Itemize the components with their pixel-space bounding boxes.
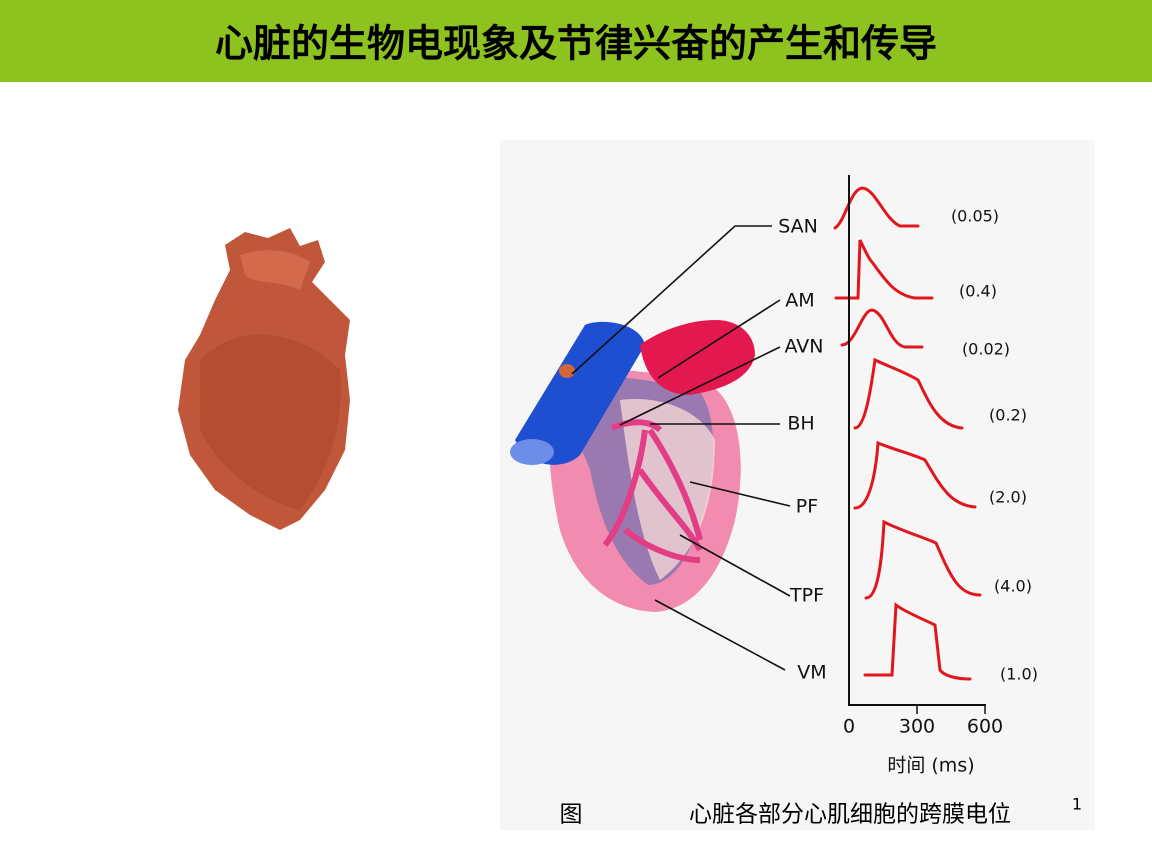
- pointer-line: [657, 299, 781, 379]
- slide-title: 心脏的生物电现象及节律兴奋的产生和传导: [215, 22, 937, 66]
- duration-label: (0.2): [989, 406, 1027, 425]
- pointer-line: [689, 481, 791, 507]
- heart-photo: [178, 228, 350, 530]
- tick-label: 0: [843, 716, 855, 738]
- pointer-line: [654, 599, 786, 671]
- waveform: [853, 357, 964, 430]
- vena-cava: [515, 321, 645, 465]
- waveform: [853, 440, 977, 510]
- sa-node: [559, 364, 575, 378]
- waveform: [840, 308, 924, 349]
- pointer-lines: [571, 225, 791, 671]
- duration-label: (0.4): [959, 282, 997, 301]
- heart-shade: [200, 334, 341, 510]
- duration-label: (0.05): [951, 207, 999, 226]
- duration-label: (1.0): [1000, 665, 1038, 684]
- page-number: 1: [1072, 795, 1082, 814]
- tick-label: 300: [899, 716, 935, 738]
- waveform: [863, 602, 972, 681]
- cell-label: AM: [785, 290, 814, 312]
- cell-label: AVN: [785, 336, 824, 358]
- waveforms: [833, 186, 982, 681]
- waveform: [834, 239, 934, 300]
- cell-label: SAN: [778, 216, 818, 238]
- cell-label: VM: [797, 662, 826, 684]
- conduction-system: [602, 419, 703, 563]
- waveform: [864, 519, 982, 600]
- vessel-opening: [510, 439, 554, 465]
- axis-label: 时间 (ms): [887, 755, 974, 777]
- pointer-line: [619, 346, 781, 426]
- cell-label: BH: [787, 413, 814, 435]
- tick-label: 600: [967, 716, 1003, 738]
- caption: 心脏各部分心肌细胞的跨膜电位: [689, 802, 1011, 828]
- duration-label: (0.02): [962, 340, 1010, 359]
- caption-prefix: 图: [560, 802, 583, 828]
- aorta: [640, 320, 755, 395]
- waveform: [833, 186, 920, 230]
- pointer-line: [679, 534, 791, 597]
- duration-label: (2.0): [989, 488, 1027, 507]
- title-bar: [0, 0, 1152, 82]
- cell-label: PF: [796, 496, 818, 518]
- pointer-line: [571, 225, 772, 375]
- duration-label: (4.0): [994, 577, 1032, 596]
- heart-vessel: [240, 250, 310, 290]
- heart-diagram: [510, 320, 755, 612]
- cell-label: TPF: [789, 585, 824, 607]
